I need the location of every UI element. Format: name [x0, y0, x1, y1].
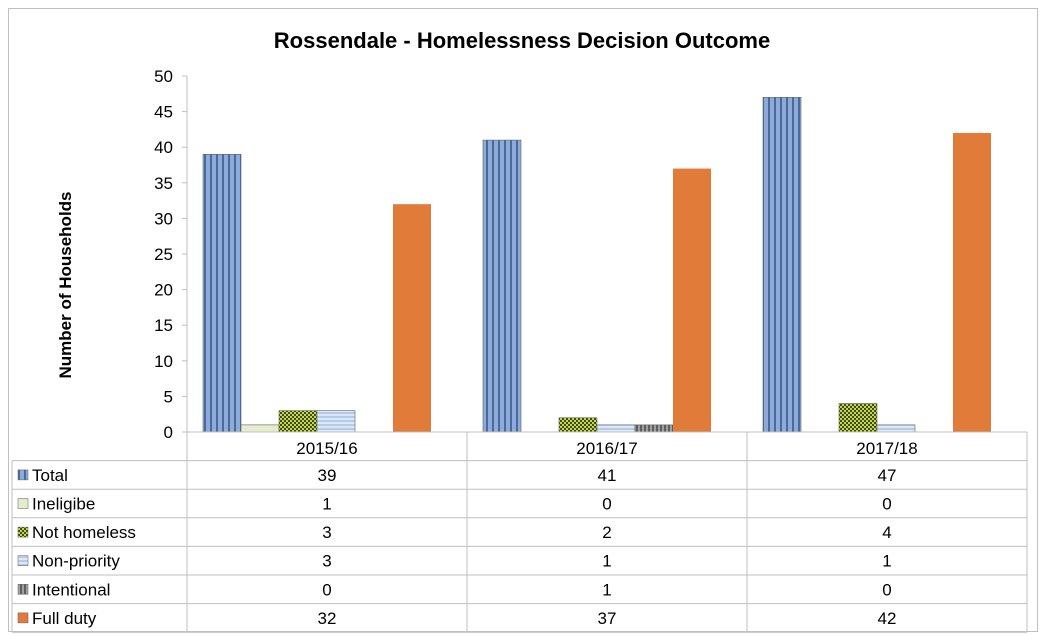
y-axis: 0 5 10 15 20 25 30 35 40 45 50	[154, 67, 188, 442]
bar-not-homeless-2	[558, 417, 598, 433]
y-tick-label: 0	[164, 423, 173, 442]
data-label: 0	[882, 495, 891, 514]
legend-swatch	[17, 526, 29, 538]
legend-label: Non-priority	[32, 552, 120, 571]
y-tick-label: 50	[154, 67, 173, 86]
data-label: 2	[602, 523, 611, 542]
chart-frame	[8, 8, 1038, 632]
bar-not-homeless-1	[278, 410, 318, 433]
bar-full-duty-1	[393, 204, 431, 432]
x-tick-label: 2016/17	[576, 439, 637, 458]
data-label: 1	[322, 495, 331, 514]
data-label: 4	[882, 523, 891, 542]
chart-title: Rossendale - Homelessness Decision Outco…	[273, 28, 771, 53]
legend-swatch	[17, 469, 29, 481]
data-label: 41	[598, 466, 617, 485]
legend-label: Not homeless	[32, 523, 136, 542]
bar-intentional-2	[634, 424, 674, 433]
y-tick-label: 20	[154, 281, 173, 300]
data-label: 1	[882, 552, 891, 571]
data-label: 0	[602, 495, 611, 514]
y-tick-label: 40	[154, 138, 173, 157]
bar-non-priority-2	[596, 424, 636, 433]
y-tick-label: 35	[154, 174, 173, 193]
bar-full-duty-2	[673, 168, 711, 432]
data-label: 39	[318, 466, 337, 485]
data-label: 3	[322, 523, 331, 542]
data-label: 1	[602, 580, 611, 599]
bar-non-priority-3	[876, 424, 916, 433]
y-tick-label: 30	[154, 209, 173, 228]
bars	[202, 97, 991, 433]
data-label: 32	[318, 609, 337, 628]
legend-swatch	[17, 555, 29, 566]
legend-label: Total	[32, 466, 68, 485]
bar-non-priority-1	[316, 410, 356, 433]
bar-total-3	[762, 97, 802, 433]
x-tick-label: 2015/16	[296, 439, 357, 458]
legend-label: Intentional	[32, 580, 110, 599]
bar-total-1	[202, 154, 242, 433]
bar-ineligibe-1	[240, 424, 280, 433]
y-tick-label: 25	[154, 245, 173, 264]
data-label: 0	[882, 580, 891, 599]
y-tick-label: 10	[154, 352, 173, 371]
y-tick-label: 45	[154, 103, 173, 122]
bar-full-duty-3	[953, 132, 991, 432]
data-label: 42	[878, 609, 897, 628]
legend-swatch	[17, 584, 29, 595]
y-tick-label: 15	[154, 316, 173, 335]
legend-label: Full duty	[32, 609, 97, 628]
data-label: 0	[322, 580, 331, 599]
legend-label: Ineligibe	[32, 495, 95, 514]
legend-swatch	[17, 612, 29, 624]
data-label: 37	[598, 609, 617, 628]
x-tick-label: 2017/18	[856, 439, 917, 458]
y-tick-label: 5	[164, 387, 173, 406]
data-label: 3	[322, 552, 331, 571]
data-label: 47	[878, 466, 897, 485]
bar-total-2	[482, 139, 522, 433]
data-label: 1	[602, 552, 611, 571]
legend-swatch	[17, 498, 29, 509]
bar-not-homeless-3	[838, 403, 878, 433]
